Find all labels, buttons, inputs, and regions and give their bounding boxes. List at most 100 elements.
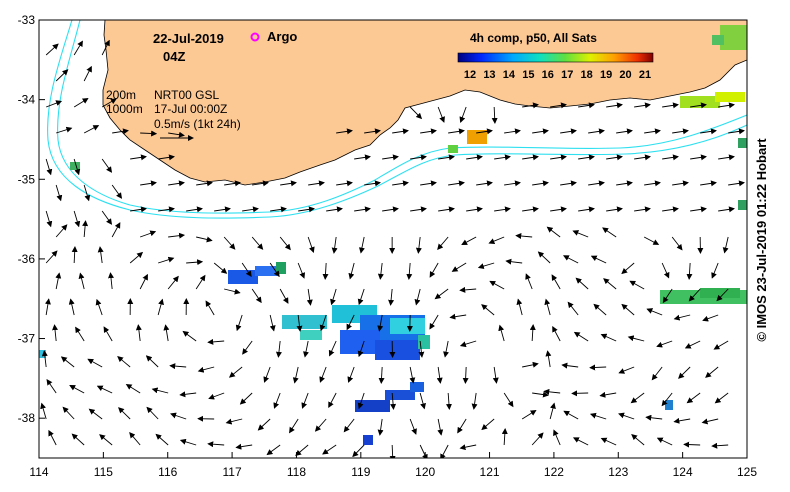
current-arrow xyxy=(462,366,469,384)
current-arrow xyxy=(101,210,113,225)
current-arrow xyxy=(292,366,299,384)
x-tick-label: 118 xyxy=(287,465,306,479)
current-arrow xyxy=(550,102,567,109)
current-arrow xyxy=(701,418,719,425)
current-arrow xyxy=(563,410,579,420)
current-arrow xyxy=(129,432,141,446)
current-arrow xyxy=(690,154,707,161)
current-arrow xyxy=(515,233,533,239)
current-arrow xyxy=(96,385,113,394)
current-arrow xyxy=(169,363,187,370)
current-arrow xyxy=(301,392,309,409)
current-arrow xyxy=(296,314,303,332)
current-arrow xyxy=(55,184,63,202)
current-arrow xyxy=(521,409,537,420)
current-arrow xyxy=(275,340,282,358)
current-arrow xyxy=(543,388,561,395)
current-arrow xyxy=(459,444,477,451)
current-arrow xyxy=(406,262,413,280)
current-arrow xyxy=(392,128,409,135)
current-arrow xyxy=(306,288,313,306)
current-arrow xyxy=(714,392,729,404)
current-arrow xyxy=(420,180,437,187)
current-arrow xyxy=(279,236,291,251)
current-arrow xyxy=(438,154,455,161)
current-arrow xyxy=(377,314,384,332)
sst-patches xyxy=(39,25,747,445)
current-source: NRT00 GSL xyxy=(154,88,219,102)
current-arrow xyxy=(672,180,689,187)
current-arrow xyxy=(716,288,729,302)
current-arrow xyxy=(382,154,399,161)
current-arrow xyxy=(686,262,693,280)
colorbar-tick-label: 17 xyxy=(561,69,573,81)
map-time: 04Z xyxy=(163,49,185,64)
current-arrow xyxy=(155,433,169,446)
current-arrow xyxy=(481,418,495,431)
current-arrow xyxy=(711,262,719,279)
current-arrow xyxy=(354,154,371,161)
current-arrow xyxy=(52,324,59,342)
current-arrow xyxy=(718,102,735,109)
current-arrow xyxy=(504,180,521,187)
current-arrow xyxy=(702,314,719,322)
current-arrow xyxy=(130,206,147,213)
current-arrow xyxy=(179,391,197,398)
current-arrow xyxy=(78,272,85,290)
current-arrow xyxy=(213,262,228,274)
current-arrow xyxy=(516,298,523,316)
current-arrow xyxy=(646,308,663,316)
current-arrow xyxy=(437,418,444,436)
current-arrow xyxy=(145,355,159,368)
current-arrow xyxy=(163,324,170,342)
current-arrow xyxy=(437,106,445,123)
argo-label: Argo xyxy=(267,29,297,44)
current-arrow xyxy=(492,366,499,384)
x-tick-label: 119 xyxy=(351,465,370,479)
current-arrow xyxy=(269,262,280,278)
colorbar-title: 4h comp, p50, All Sats xyxy=(470,31,597,45)
current-arrow xyxy=(410,154,427,161)
current-arrow xyxy=(388,288,395,306)
contour-label-1000m: 1000m xyxy=(106,102,143,116)
current-arrow xyxy=(718,206,735,213)
colorbar-tick-label: 15 xyxy=(522,69,534,81)
current-arrow xyxy=(662,288,673,304)
current-arrow xyxy=(358,236,365,254)
current-arrow xyxy=(297,262,306,279)
current-arrow xyxy=(630,392,645,404)
current-arrow xyxy=(529,324,536,342)
current-arrow xyxy=(40,402,47,420)
colorbar-tick-label: 13 xyxy=(483,69,495,81)
current-arrow xyxy=(419,392,426,410)
current-arrow xyxy=(728,180,745,187)
current-arrow xyxy=(603,278,617,290)
current-arrow xyxy=(82,220,89,238)
current-arrow xyxy=(303,340,309,358)
contour-1000m xyxy=(47,20,747,219)
current-arrow xyxy=(588,180,605,187)
y-tick-label: -37 xyxy=(18,332,36,346)
current-arrow xyxy=(590,255,607,264)
current-arrow xyxy=(377,262,384,280)
current-arrow xyxy=(690,206,707,213)
current-arrow xyxy=(656,437,673,446)
current-arrow xyxy=(629,280,645,290)
current-arrow xyxy=(330,288,337,306)
current-arrow xyxy=(140,230,157,238)
current-arrow xyxy=(322,444,337,455)
current-arrow xyxy=(429,262,439,278)
current-arrow xyxy=(295,444,309,457)
current-arrow xyxy=(326,206,343,213)
current-arrow xyxy=(75,326,85,342)
current-arrow xyxy=(588,128,605,135)
current-arrow xyxy=(621,303,635,316)
current-arrow xyxy=(101,39,110,56)
current-arrow xyxy=(684,340,701,349)
current-arrow xyxy=(593,303,607,316)
y-tick-label: -34 xyxy=(18,93,36,107)
current-arrow xyxy=(488,236,505,244)
current-arrow xyxy=(418,340,425,358)
current-arrow xyxy=(62,406,75,420)
current-arrow xyxy=(129,251,144,264)
